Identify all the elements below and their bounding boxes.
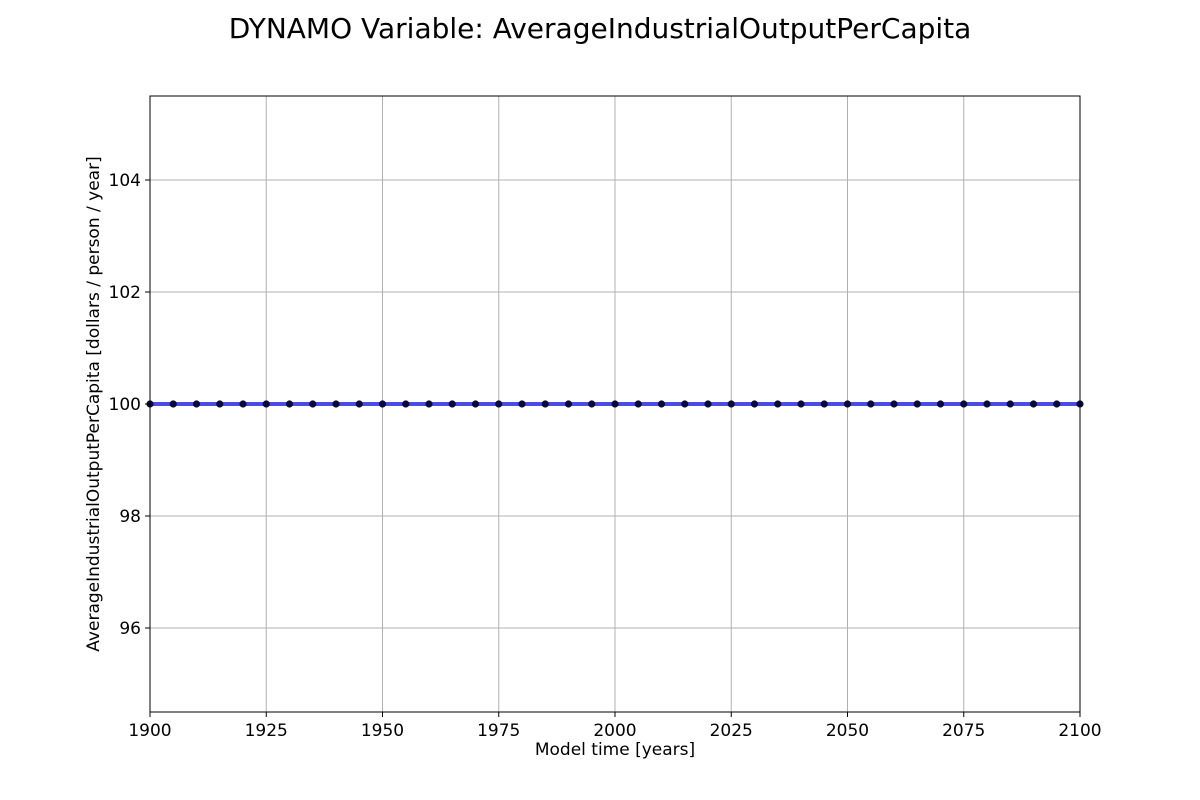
y-tick-label: 100 xyxy=(109,395,141,415)
data-point xyxy=(216,400,224,408)
data-point xyxy=(820,400,828,408)
data-point xyxy=(774,400,782,408)
data-point xyxy=(890,400,898,408)
x-axis-ticks: 1900 1925 1950 1975 2000 2025 2050 2075 2100 xyxy=(128,712,1102,741)
data-point xyxy=(727,400,735,408)
chart-title: DYNAMO Variable: AverageIndustrialOutput… xyxy=(229,12,972,45)
data-point xyxy=(704,400,712,408)
y-tick-label: 104 xyxy=(109,171,141,191)
data-point xyxy=(960,400,968,408)
y-tick-label: 102 xyxy=(109,283,141,303)
data-point xyxy=(657,400,666,408)
data-point xyxy=(913,400,921,408)
data-point xyxy=(843,400,852,408)
data-point xyxy=(518,400,526,408)
y-axis-label: AverageIndustrialOutputPerCapita [dollar… xyxy=(84,156,104,651)
data-point xyxy=(681,400,689,408)
y-tick-label: 96 xyxy=(119,619,141,639)
data-point xyxy=(634,400,642,408)
x-tick-label: 2050 xyxy=(826,721,869,741)
data-point xyxy=(309,400,317,408)
data-point xyxy=(378,400,387,408)
x-tick-label: 1900 xyxy=(128,721,171,741)
y-tick-label: 98 xyxy=(119,507,141,527)
data-point xyxy=(332,400,340,408)
data-point xyxy=(471,400,480,408)
x-tick-label: 2100 xyxy=(1058,721,1101,741)
data-point xyxy=(1006,400,1014,408)
data-point xyxy=(541,400,549,408)
data-point xyxy=(285,400,294,408)
x-tick-label: 1975 xyxy=(477,721,520,741)
series-group xyxy=(146,400,1084,408)
x-tick-label: 2075 xyxy=(942,721,985,741)
data-point xyxy=(1029,400,1038,408)
data-point xyxy=(262,400,270,408)
x-axis-label: Model time [years] xyxy=(535,740,695,760)
data-point xyxy=(588,400,596,408)
data-point xyxy=(867,400,875,408)
data-point xyxy=(169,400,177,408)
data-point xyxy=(192,400,201,408)
x-tick-label: 2025 xyxy=(710,721,753,741)
x-tick-label: 1925 xyxy=(245,721,288,741)
data-point xyxy=(402,400,410,408)
data-point xyxy=(448,400,456,408)
data-point xyxy=(1053,400,1061,408)
data-point xyxy=(611,400,619,408)
data-point xyxy=(750,400,759,408)
data-point xyxy=(564,400,573,408)
data-point xyxy=(355,400,363,408)
y-axis-ticks: 96 98 100 102 104 xyxy=(109,171,150,639)
data-point xyxy=(239,400,247,408)
data-point xyxy=(797,400,805,408)
data-point xyxy=(425,400,433,408)
data-point xyxy=(936,400,945,408)
data-point xyxy=(983,400,991,408)
x-tick-label: 1950 xyxy=(361,721,404,741)
x-tick-label: 2000 xyxy=(593,721,636,741)
data-point xyxy=(495,400,503,408)
